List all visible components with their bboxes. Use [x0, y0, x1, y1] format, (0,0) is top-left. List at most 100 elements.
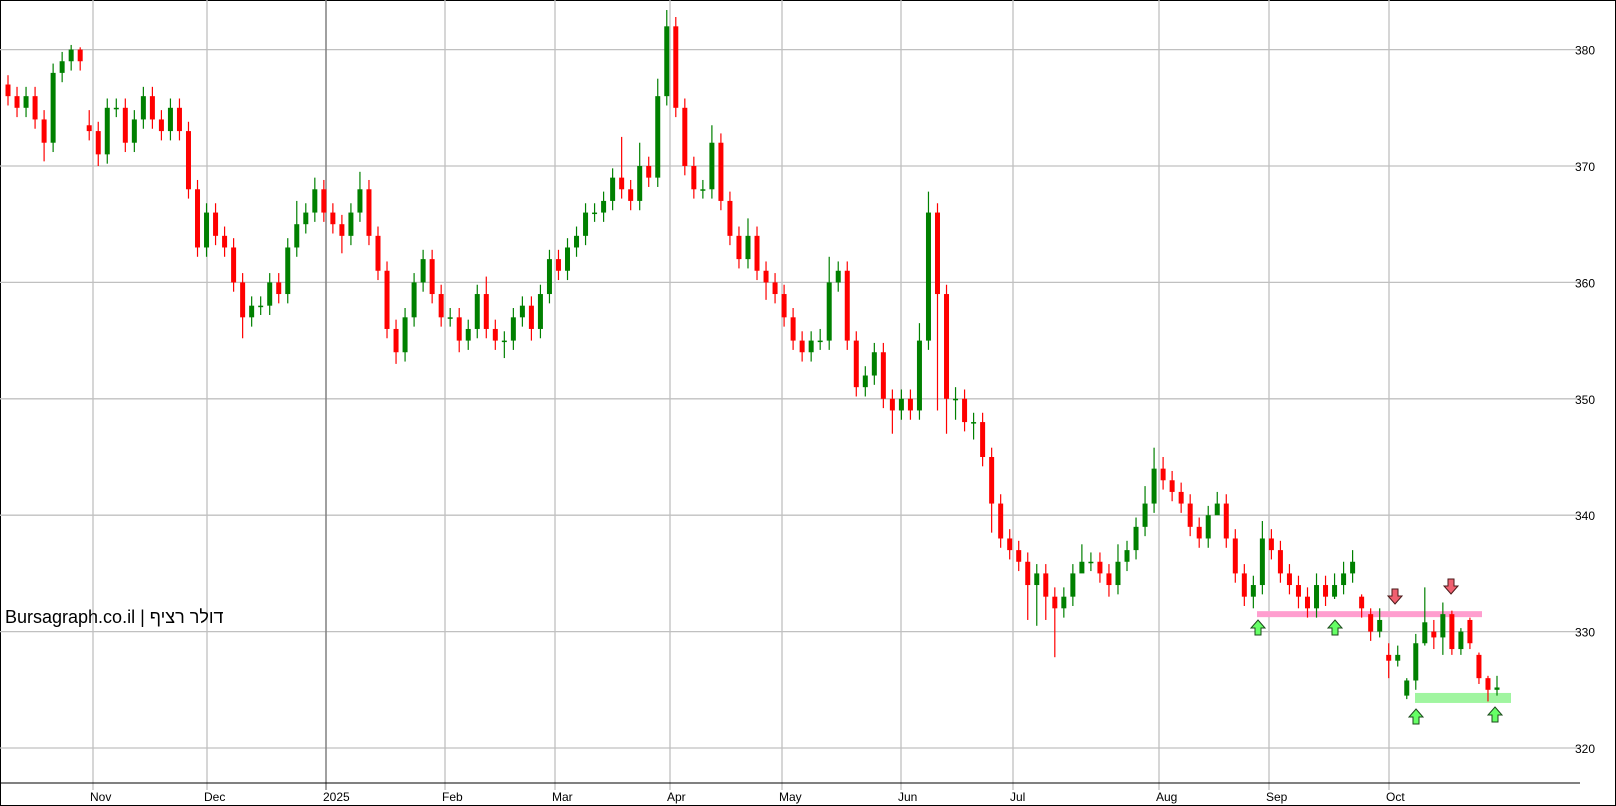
candle-body [492, 328, 498, 341]
support-band [1415, 692, 1511, 703]
candle-body [1025, 561, 1031, 586]
candle-body [140, 96, 146, 120]
candle-body [944, 294, 950, 399]
candle-body [1341, 573, 1347, 586]
candle-body [1431, 631, 1437, 638]
candle-body [700, 189, 706, 191]
candle-body [104, 107, 110, 155]
candle-body [953, 398, 959, 401]
candle-body [402, 317, 408, 353]
candle-body [1350, 561, 1356, 574]
candle-body [971, 422, 977, 424]
candle-body [312, 189, 318, 213]
candle-body [736, 235, 742, 260]
candle-body [546, 259, 552, 295]
candle-body [510, 317, 516, 341]
candle-body [826, 282, 832, 341]
candle-body [240, 282, 246, 318]
x-tick-label: Jun [898, 790, 917, 804]
watermark: Bursagraph.co.il | דולר רציף [5, 607, 224, 627]
candle-body [1422, 622, 1428, 644]
up-arrow-icon [1407, 708, 1425, 725]
candle-body [1187, 503, 1193, 527]
candle-body [1223, 503, 1229, 539]
candle-body [835, 270, 841, 283]
candle-body [1259, 538, 1265, 586]
candle-body [754, 235, 760, 271]
candle-body [276, 282, 282, 295]
candle-body [1268, 538, 1274, 551]
candle-body [1079, 561, 1085, 574]
candle-body [1377, 619, 1383, 632]
candle-body [258, 305, 264, 308]
candle-body [1295, 585, 1301, 597]
candle-body [1241, 573, 1247, 597]
candle-body [1043, 573, 1049, 597]
candle-body [781, 294, 787, 318]
x-tick-label: Apr [667, 790, 686, 804]
candle-body [213, 212, 219, 236]
candle-body [772, 282, 778, 295]
candle-body [745, 235, 751, 260]
candle-body [925, 212, 931, 341]
candle-body [871, 352, 877, 376]
candle-body [447, 317, 453, 319]
candle-body [1151, 468, 1157, 504]
candle-body [1449, 614, 1455, 650]
candle-body [709, 142, 715, 190]
candle-body [1214, 503, 1220, 516]
candle-body [330, 212, 336, 225]
candle-body [113, 107, 119, 110]
candle-body [1097, 561, 1103, 574]
candle-body [185, 131, 191, 190]
candle-body [907, 398, 913, 411]
candle-body [1494, 687, 1500, 690]
candle-body [1467, 619, 1473, 644]
candle-body [32, 96, 38, 120]
candle-body [1070, 573, 1076, 597]
candle-body [1007, 538, 1013, 551]
candle-body [1061, 596, 1067, 609]
candle-body [601, 200, 607, 213]
candle-body [195, 189, 201, 248]
x-tick-label: Nov [90, 790, 111, 804]
candle-body [1314, 585, 1320, 609]
candle-body [366, 189, 372, 236]
up-arrow-icon [1486, 706, 1504, 723]
candle-body [1178, 491, 1184, 504]
candle-body [204, 212, 210, 248]
x-tick-label: May [779, 790, 802, 804]
candle-body [1124, 550, 1130, 562]
candle-body [1133, 526, 1139, 551]
candle-body [862, 375, 868, 388]
candle-body [1304, 596, 1310, 609]
candle-body [393, 328, 399, 353]
candle-body [285, 247, 291, 295]
candle-body [1016, 550, 1022, 562]
candle-body [574, 235, 580, 248]
candle-body [565, 247, 571, 271]
candle-body [637, 166, 643, 201]
y-tick-label: 330 [1575, 626, 1595, 640]
candle-body [456, 317, 462, 341]
candle-body [1458, 631, 1464, 650]
candle-body [646, 166, 652, 178]
y-tick-label: 360 [1575, 276, 1595, 290]
candle-body [1359, 596, 1365, 609]
candle-body [1205, 515, 1211, 539]
candle-body [1169, 480, 1175, 492]
candle-body [231, 247, 237, 283]
candle-body [673, 26, 679, 108]
candle-body [1485, 678, 1491, 690]
candle-body [610, 177, 616, 201]
candle-body [95, 131, 101, 155]
candle-body [898, 398, 904, 411]
candle-body [817, 340, 823, 343]
candle-body [14, 96, 20, 108]
y-tick-label: 380 [1575, 44, 1595, 58]
candle-body [294, 224, 300, 248]
y-tick-label: 350 [1575, 393, 1595, 407]
candle-body [1088, 561, 1094, 564]
candle-body [1250, 585, 1256, 597]
